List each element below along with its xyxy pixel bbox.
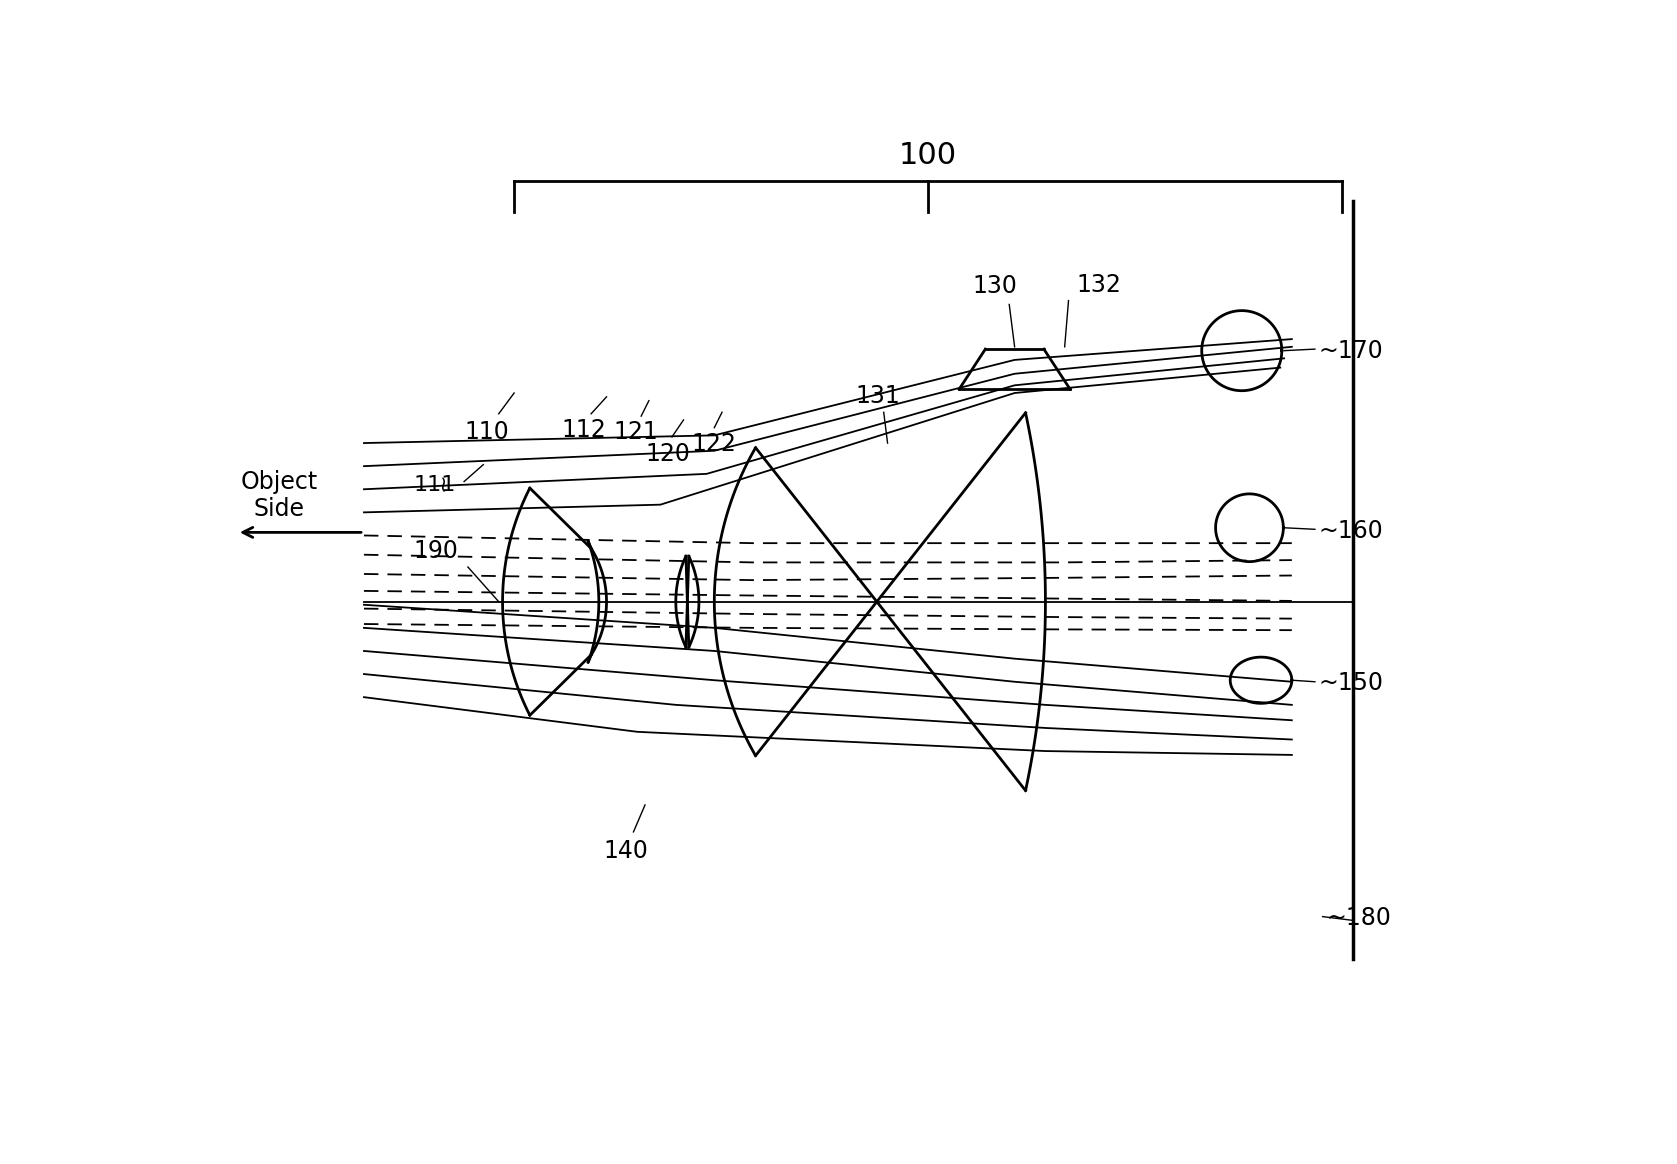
Text: 111: 111 — [414, 475, 456, 496]
Text: 122: 122 — [693, 432, 736, 456]
Text: 130: 130 — [973, 275, 1018, 298]
Text: ~170: ~170 — [1318, 339, 1384, 363]
Text: Side: Side — [253, 497, 305, 520]
Text: 120: 120 — [646, 441, 691, 466]
Text: ~160: ~160 — [1318, 519, 1384, 542]
Text: 121: 121 — [614, 420, 657, 443]
Text: 110: 110 — [465, 420, 510, 443]
Text: 131: 131 — [855, 384, 901, 409]
Text: ~150: ~150 — [1318, 672, 1384, 695]
Text: ~: ~ — [433, 473, 453, 491]
Text: 100: 100 — [899, 141, 958, 170]
Text: 190: 190 — [414, 539, 459, 563]
Text: 140: 140 — [604, 839, 649, 863]
Text: 132: 132 — [1077, 272, 1122, 297]
Text: Object: Object — [240, 469, 319, 494]
Text: 112: 112 — [562, 418, 605, 442]
Text: ~180: ~180 — [1327, 906, 1392, 930]
